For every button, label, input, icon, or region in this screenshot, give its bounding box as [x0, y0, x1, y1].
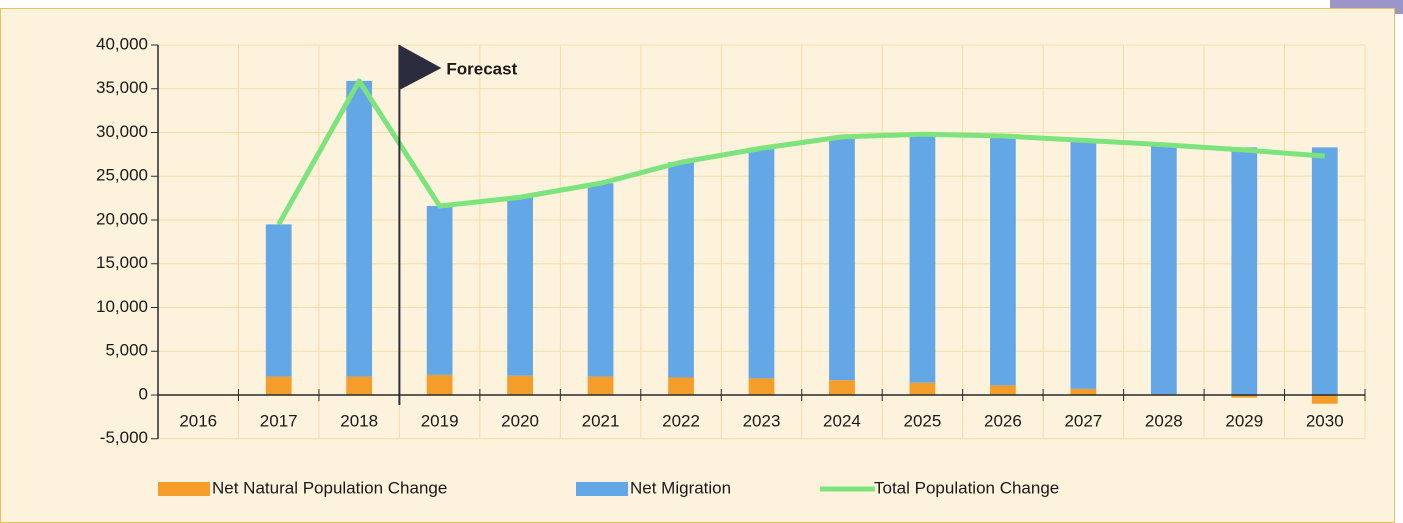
x-tick-label: 2017 [260, 411, 298, 430]
x-tick-label: 2025 [904, 411, 942, 430]
legend-swatch [158, 482, 210, 496]
bar [346, 80, 373, 377]
bar [1070, 140, 1097, 389]
x-tick-label: 2030 [1306, 411, 1344, 430]
bar [346, 376, 373, 395]
forecast-flag [399, 45, 442, 90]
x-tick-label: 2029 [1225, 411, 1263, 430]
bar [748, 148, 775, 379]
x-tick-label: 2019 [421, 411, 459, 430]
x-tick-label: 2020 [501, 411, 539, 430]
legend-swatch [576, 482, 628, 496]
y-tick-label: 10,000 [96, 297, 148, 316]
x-tick-label: 2026 [984, 411, 1022, 430]
bar [587, 376, 614, 395]
bar [507, 197, 533, 376]
y-tick-label: 40,000 [96, 34, 148, 53]
bar [426, 206, 453, 375]
x-tick-label: 2028 [1145, 411, 1183, 430]
bar [1311, 395, 1338, 404]
y-tick-label: 15,000 [96, 253, 148, 272]
bar [1231, 147, 1258, 395]
bar [265, 224, 292, 377]
bar [426, 374, 453, 395]
bar [1150, 144, 1177, 395]
y-tick-label: 30,000 [96, 122, 148, 141]
bar [265, 376, 292, 395]
y-tick-label: 5,000 [105, 341, 148, 360]
legend-label: Total Population Change [874, 478, 1059, 497]
bar [829, 136, 855, 381]
bar [587, 183, 614, 377]
annotation: Forecast [446, 59, 517, 78]
bar [668, 162, 694, 378]
y-tick-label: -5,000 [100, 428, 148, 447]
x-tick-label: 2021 [582, 411, 620, 430]
x-tick-label: 2027 [1064, 411, 1102, 430]
bar [748, 378, 775, 395]
y-tick-label: 0 [139, 384, 148, 403]
bar [990, 385, 1016, 395]
y-tick-label: 35,000 [96, 78, 148, 97]
x-tick-label: 2016 [179, 411, 217, 430]
x-tick-label: 2022 [662, 411, 700, 430]
legend-label: Net Natural Population Change [212, 478, 447, 497]
line [276, 78, 1325, 226]
bar [1311, 147, 1338, 395]
bar [507, 375, 533, 395]
legend-label: Net Migration [630, 478, 731, 497]
bar [990, 136, 1016, 386]
bar [909, 382, 936, 395]
y-tick-label: 25,000 [96, 166, 148, 185]
x-tick-label: 2018 [340, 411, 378, 430]
x-tick-label: 2024 [823, 411, 861, 430]
chart-panel [0, 8, 1395, 523]
bar [909, 134, 936, 383]
bar [668, 377, 694, 395]
bar [1070, 388, 1097, 395]
bar [1231, 395, 1258, 398]
y-tick-label: 20,000 [96, 209, 148, 228]
bar [829, 380, 855, 395]
x-tick-label: 2023 [743, 411, 781, 430]
